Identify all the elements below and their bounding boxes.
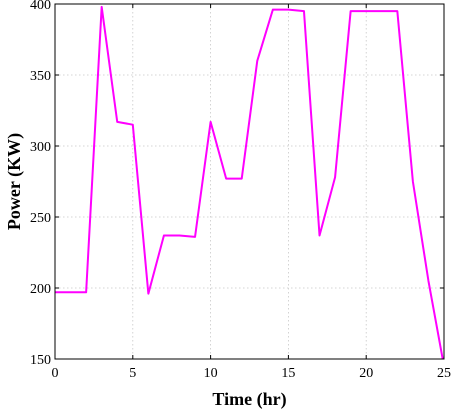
plot-frame [54, 3, 445, 360]
y-tick-label: 350 [30, 69, 51, 84]
x-tick-labels: 0 5 10 15 20 25 [52, 366, 452, 381]
x-axis-title: Time (hr) [212, 389, 286, 410]
x-tick-label: 15 [281, 366, 295, 381]
y-tick-labels: 150 200 250 300 350 400 [30, 0, 51, 368]
y-tick-label: 150 [30, 353, 51, 368]
axis-ticks [54, 3, 445, 360]
y-axis-title: Power (KW) [4, 133, 25, 230]
x-tick-label: 5 [129, 366, 136, 381]
y-tick-label: 250 [30, 211, 51, 226]
grid [55, 4, 444, 359]
y-tick-label: 400 [30, 0, 51, 13]
x-tick-label: 10 [204, 366, 218, 381]
series-line-0 [55, 5, 444, 359]
x-tick-label: 25 [437, 366, 451, 381]
y-tick-label: 300 [30, 140, 51, 155]
x-tick-label: 20 [359, 366, 373, 381]
series-layer [55, 5, 444, 359]
y-tick-label: 200 [30, 282, 51, 297]
x-tick-label: 0 [52, 366, 59, 381]
